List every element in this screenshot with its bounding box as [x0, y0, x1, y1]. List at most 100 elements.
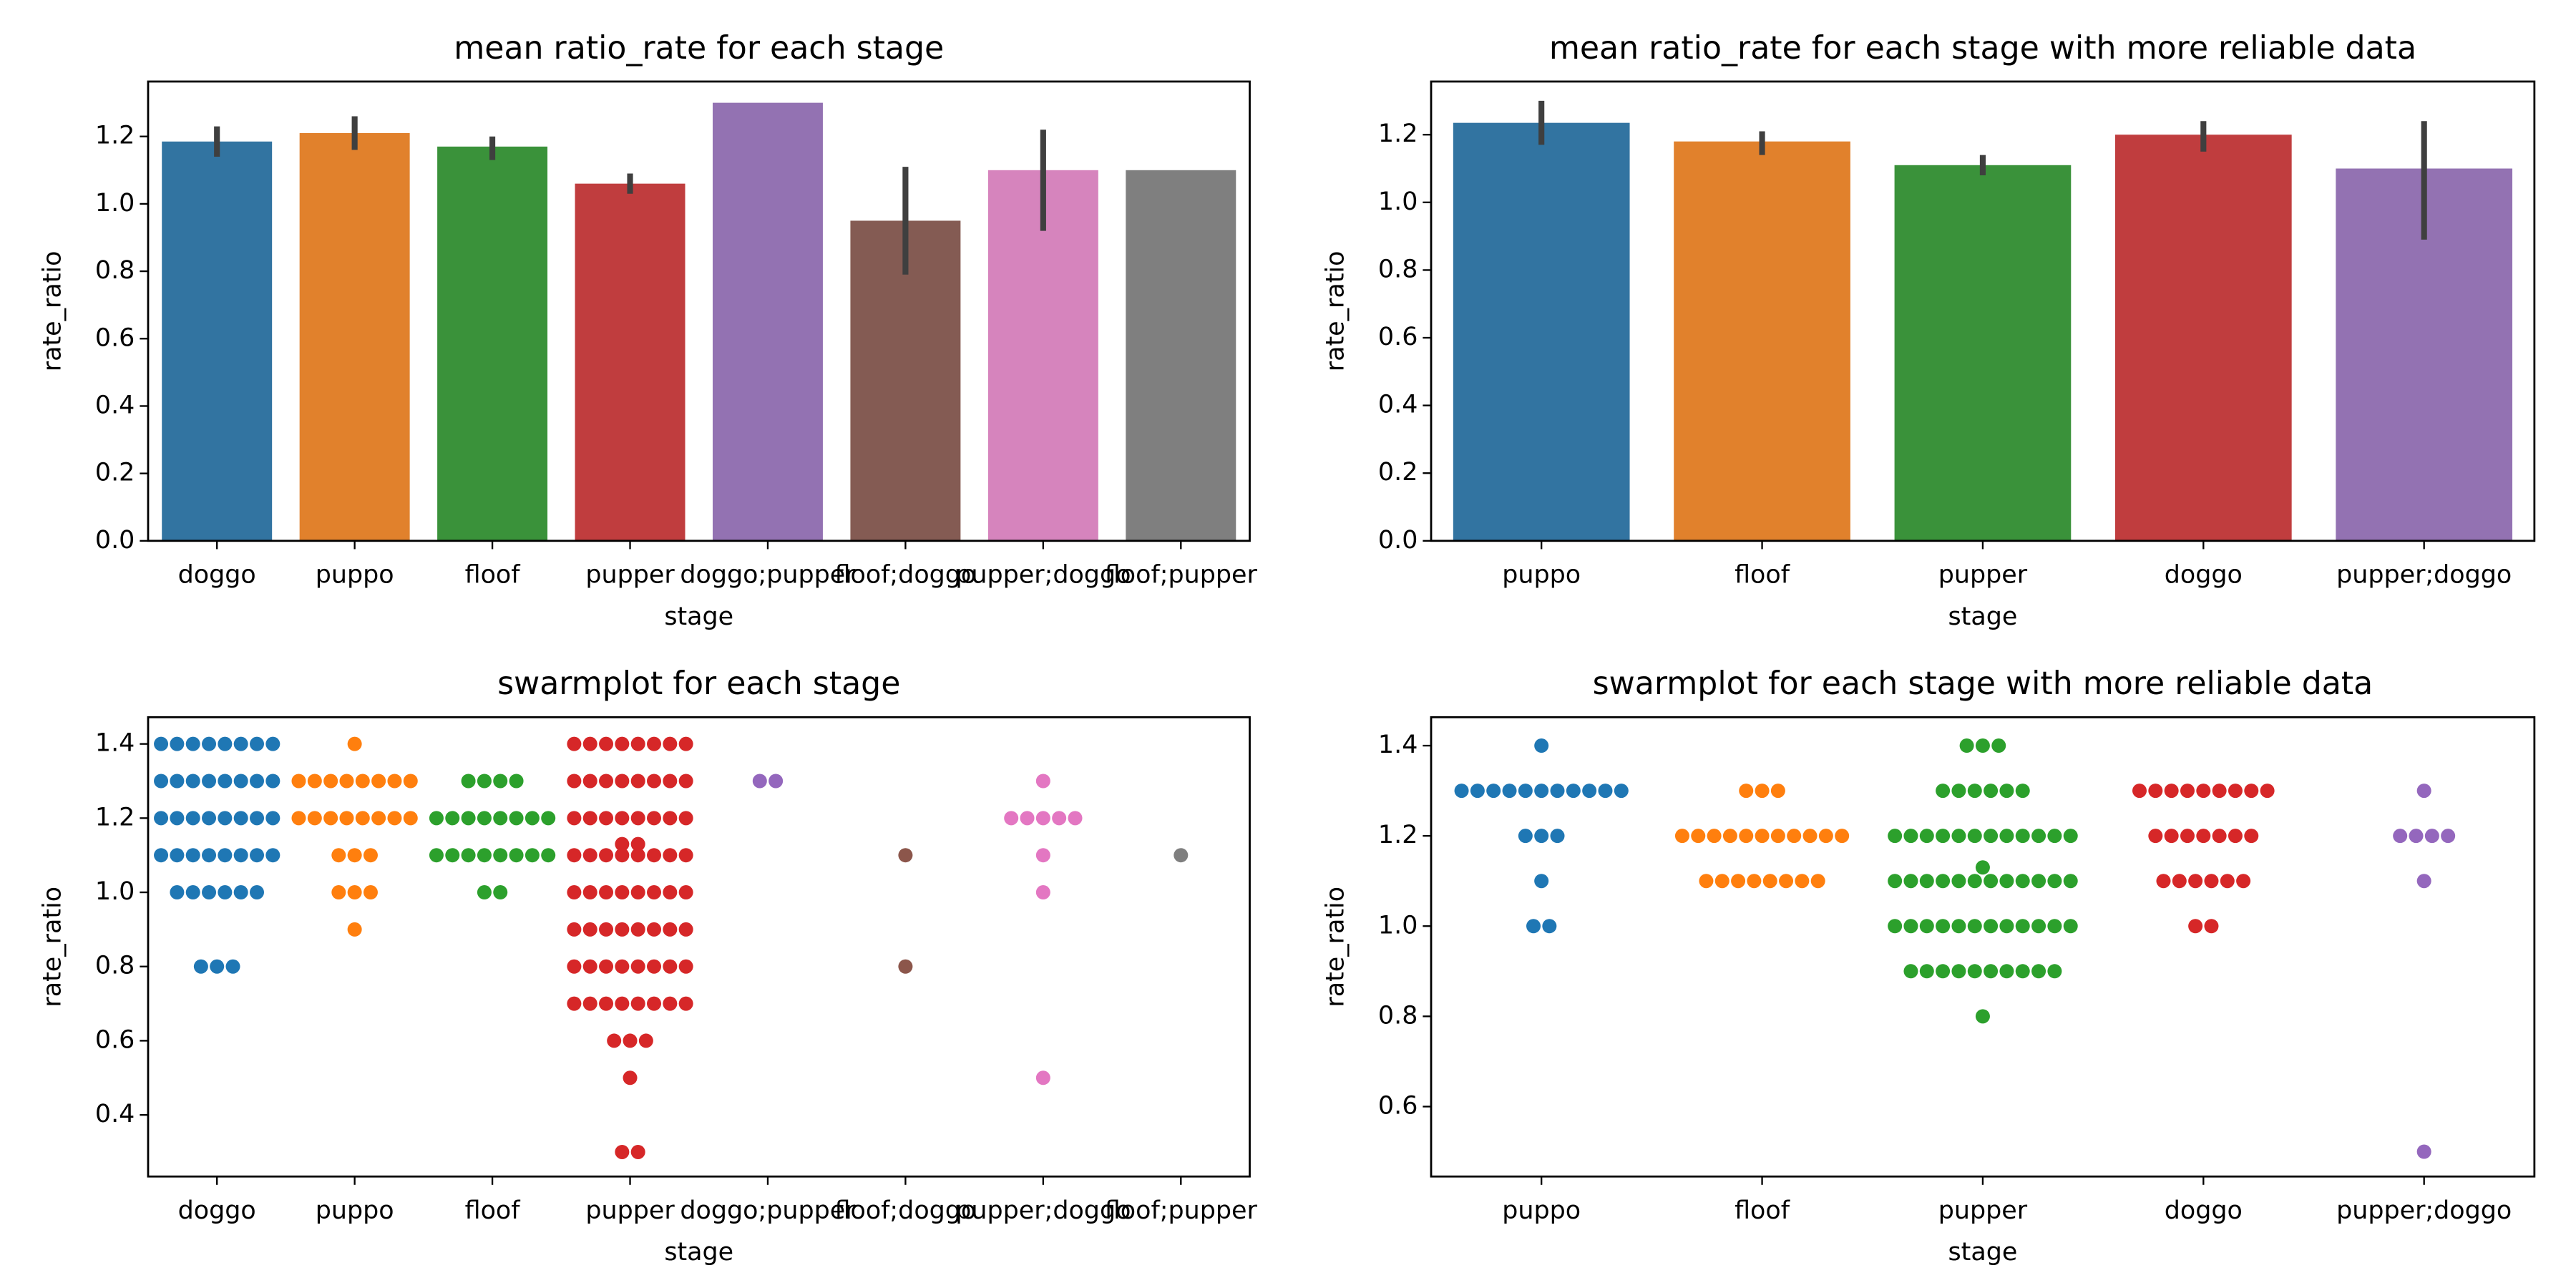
swarm-point — [1762, 874, 1777, 889]
swarm-point — [2196, 784, 2211, 799]
swarm-point — [170, 736, 185, 751]
swarm-point — [599, 811, 614, 826]
swarm-point — [615, 848, 630, 863]
swarm-point — [2031, 919, 2046, 934]
swarm-point — [154, 774, 169, 789]
swarm-point — [582, 996, 597, 1011]
swarm-point — [2047, 964, 2062, 979]
swarm-point — [663, 922, 678, 937]
x-tick-label: pupper — [1938, 561, 2028, 590]
x-tick-label: doggo — [2165, 561, 2243, 590]
swarm-point — [250, 885, 265, 900]
swarm-point — [1903, 829, 1918, 844]
swarm-point — [1975, 738, 1990, 753]
swarm-point — [582, 736, 597, 751]
swarm-point — [509, 811, 524, 826]
swarm-point — [1903, 919, 1918, 934]
swarm-point — [630, 774, 645, 789]
swarm-point — [429, 811, 444, 826]
swarm-point — [445, 848, 460, 863]
swarm-point — [678, 922, 693, 937]
x-tick-label: doggo — [178, 1196, 256, 1225]
swarm-point — [202, 848, 217, 863]
y-axis-label: rate_ratio — [1321, 887, 1350, 1008]
swarm-point — [1903, 874, 1918, 889]
swarm-point — [154, 848, 169, 863]
swarm-point — [461, 848, 476, 863]
swarm-point — [193, 959, 208, 974]
swarm-point — [355, 774, 370, 789]
swarm-point — [567, 774, 582, 789]
swarm-point — [1707, 829, 1722, 844]
swarm-point — [1975, 1009, 1990, 1024]
bar — [162, 141, 273, 541]
swarm-point — [2015, 829, 2030, 844]
swarm-point — [2180, 829, 2195, 844]
swarm-point — [663, 848, 678, 863]
swarm-point — [218, 848, 233, 863]
swarm-point — [2164, 829, 2179, 844]
swarm-point — [339, 774, 354, 789]
swarm-point — [170, 811, 185, 826]
y-tick-label: 1.2 — [1378, 119, 1418, 148]
swarm-point — [541, 811, 556, 826]
swarm-point — [599, 774, 614, 789]
swarm-point — [630, 836, 645, 852]
swarm-point — [387, 774, 402, 789]
swarm-point — [1888, 874, 1903, 889]
swarm-point — [678, 811, 693, 826]
swarm-point — [347, 736, 362, 751]
swarm-point — [509, 774, 524, 789]
swarm-point — [1802, 829, 1818, 844]
chart-title: swarmplot for each stage with more relia… — [1593, 665, 2373, 702]
swarm-point — [2015, 919, 2030, 934]
swarm-point — [233, 885, 248, 900]
swarm-point — [599, 848, 614, 863]
swarm-point — [2393, 829, 2408, 844]
swarm-point — [202, 811, 217, 826]
y-tick-label: 1.2 — [95, 803, 135, 831]
swarm-point — [1951, 874, 1966, 889]
y-axis-label: rate_ratio — [38, 887, 67, 1008]
swarm-point — [339, 811, 354, 826]
swarm-point — [1035, 774, 1050, 789]
axes-frame — [147, 80, 1251, 542]
swarm-point — [2212, 829, 2227, 844]
swarm-point — [647, 885, 662, 900]
x-tick-label: pupper;doggo — [2336, 1196, 2512, 1225]
swarm-point — [250, 774, 265, 789]
swarm-point — [1999, 784, 2014, 799]
swarm-point — [291, 811, 306, 826]
swarm-point — [678, 996, 693, 1011]
swarm-point — [567, 996, 582, 1011]
swarm-point — [1795, 874, 1810, 889]
swarm-point — [371, 811, 386, 826]
x-tick-label: pupper;doggo — [2336, 561, 2512, 590]
swarm-point — [1035, 885, 1050, 900]
swarm-point — [2188, 874, 2203, 889]
swarm-point — [630, 848, 645, 863]
swarm-point — [2031, 874, 2046, 889]
swarm-point — [387, 811, 402, 826]
bar — [987, 170, 1098, 541]
swarm-point — [1722, 829, 1737, 844]
y-axis-label: rate_ratio — [38, 251, 67, 372]
swarm-point — [678, 774, 693, 789]
y-axis-label: rate_ratio — [1321, 251, 1350, 372]
swarm-point — [1518, 829, 1533, 844]
swarm-point — [347, 922, 362, 937]
swarm-point — [493, 811, 508, 826]
swarm-point — [1550, 784, 1565, 799]
bar — [1894, 165, 2072, 541]
swarm-point — [663, 774, 678, 789]
swarm-point — [567, 922, 582, 937]
swarm-point — [567, 811, 582, 826]
swarm-point — [1486, 784, 1501, 799]
swarm-point — [2132, 784, 2147, 799]
swarm-point — [347, 885, 362, 900]
x-tick-label: floof — [465, 1196, 521, 1225]
swarm-point — [2063, 829, 2078, 844]
swarm-point — [1566, 784, 1581, 799]
x-tick-label: doggo — [2165, 1196, 2243, 1225]
swarm-point — [630, 922, 645, 937]
